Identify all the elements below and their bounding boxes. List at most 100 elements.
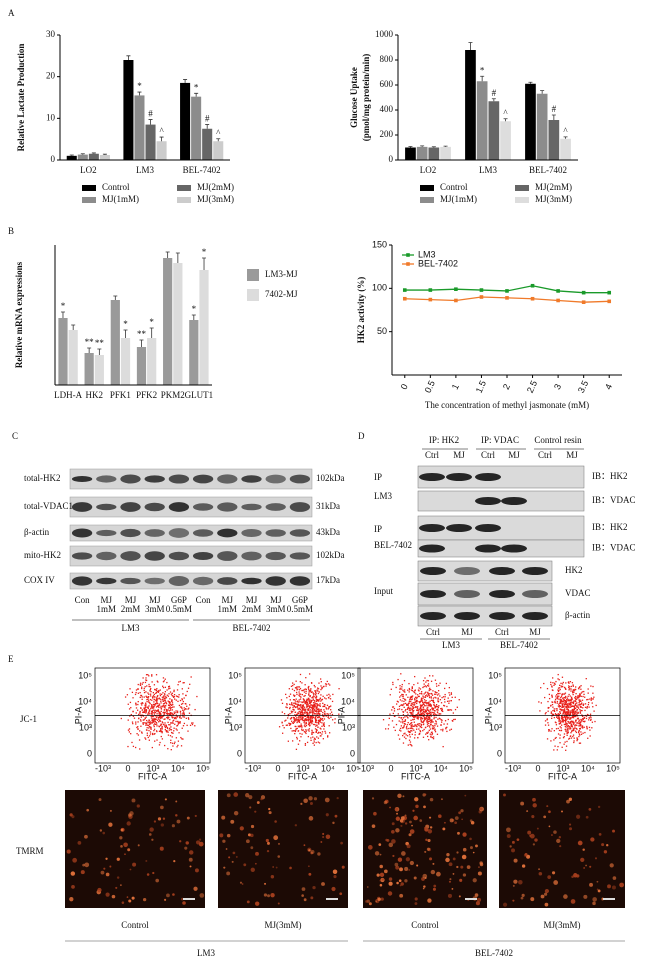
flow-dot — [567, 730, 569, 732]
bar — [120, 338, 131, 385]
flow-dot — [430, 680, 433, 682]
cell-spot — [266, 849, 270, 853]
flow-dot — [304, 712, 306, 715]
flow-dot — [424, 685, 427, 687]
flow-dot — [132, 711, 134, 713]
flow-dot — [392, 706, 395, 708]
flow-dot — [569, 717, 571, 719]
flow-dot — [428, 696, 431, 699]
cell-spot — [414, 902, 418, 905]
flow-dot — [178, 722, 180, 724]
flow-dot — [407, 689, 409, 691]
error-bar — [528, 81, 533, 84]
flow-dot — [421, 718, 424, 720]
flow-dot — [304, 742, 307, 745]
flow-dot — [414, 691, 416, 694]
flow-dot — [420, 709, 423, 712]
blot-row-label: β-actin — [24, 527, 50, 537]
flow-dot — [563, 715, 566, 718]
flow-dot — [164, 691, 167, 693]
flow-dot — [148, 710, 150, 713]
flow-dot — [156, 680, 158, 682]
flow-dot — [572, 729, 575, 732]
flow-dot — [560, 702, 562, 704]
flow-dot — [173, 730, 175, 732]
flow-x-tick: 10³ — [409, 763, 422, 773]
flow-dot — [291, 682, 294, 684]
flow-dot — [576, 739, 578, 742]
flow-dot — [135, 702, 137, 704]
flow-dot — [309, 699, 311, 701]
flow-dot — [137, 688, 140, 690]
flow-dot — [306, 712, 309, 715]
flow-dot — [164, 678, 166, 680]
flow-dot — [570, 690, 572, 692]
flow-dot — [135, 703, 137, 705]
flow-dot — [434, 729, 436, 732]
flow-dot — [410, 698, 412, 701]
cell-spot — [597, 889, 601, 893]
flow-dot — [428, 718, 431, 720]
flow-dot — [174, 717, 177, 719]
cell-spot — [413, 876, 417, 880]
flow-dot — [186, 705, 188, 707]
error-bar — [205, 124, 210, 129]
flow-dot — [410, 725, 412, 727]
flow-dot — [303, 721, 305, 724]
flow-dot — [579, 709, 581, 711]
flow-dot — [144, 737, 146, 739]
flow-dot — [165, 725, 168, 728]
flow-dot — [566, 698, 568, 701]
flow-dot — [314, 716, 317, 718]
flow-dot — [317, 732, 319, 735]
cell-spot — [462, 847, 467, 852]
flow-dot — [575, 731, 578, 734]
cell-spot — [526, 854, 531, 859]
x-tick-label: 2.5 — [525, 379, 539, 395]
flow-dot — [298, 691, 300, 693]
lane-label: 2mM — [121, 604, 141, 614]
flow-dot — [170, 742, 172, 744]
flow-dot — [146, 696, 148, 698]
cell-spot — [172, 893, 175, 896]
flow-dot — [428, 739, 430, 741]
flow-dot — [431, 711, 433, 713]
flow-dot — [294, 732, 296, 735]
flow-dot — [155, 730, 158, 732]
flow-dot — [437, 705, 439, 708]
flow-dot — [311, 729, 313, 731]
lane-label: 3mM — [145, 604, 165, 614]
flow-dot — [292, 740, 294, 742]
flow-dot — [573, 727, 575, 729]
cell-spot — [447, 893, 453, 898]
flow-dot — [299, 709, 302, 711]
micrograph — [218, 790, 348, 908]
cell-spot — [478, 866, 480, 869]
cell-spot — [429, 797, 434, 802]
flow-dot — [309, 711, 311, 713]
flow-dot — [562, 709, 565, 711]
cell-spot — [194, 814, 197, 818]
flow-dot — [551, 715, 553, 717]
blot-band — [144, 551, 165, 561]
cell-spot — [126, 896, 129, 898]
flow-dot — [580, 706, 582, 708]
cell-spot — [254, 901, 260, 906]
flow-dot — [151, 715, 154, 718]
flow-dot — [427, 691, 429, 694]
flow-dot — [143, 709, 146, 711]
cell-spot — [235, 855, 238, 858]
cell-spot — [460, 809, 464, 813]
cell-spot — [571, 875, 574, 879]
flow-dot — [153, 704, 156, 706]
flow-dot — [152, 721, 154, 723]
flow-dot — [419, 726, 422, 728]
flow-dot — [287, 717, 289, 719]
flow-dot — [566, 708, 568, 710]
flow-dot — [309, 702, 311, 704]
flow-dot — [553, 684, 555, 686]
flow-dot — [568, 689, 570, 691]
error-bar — [60, 311, 65, 318]
flow-dot — [566, 724, 568, 727]
flow-dot — [434, 725, 436, 727]
